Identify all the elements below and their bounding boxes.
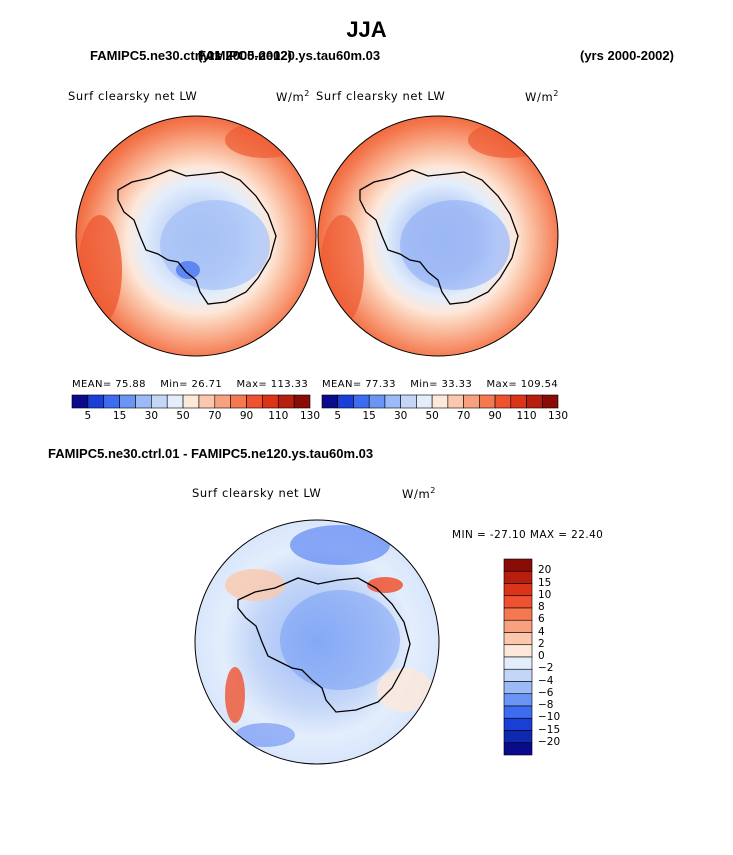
colorbar-tick-label: −6: [538, 686, 554, 699]
colorbar-swatch: [119, 394, 136, 409]
panel-1-stats: MEAN= 75.88 Min= 26.71 Max= 113.33: [72, 379, 309, 390]
diff-title: FAMIPC5.ne30.ctrl.01 - FAMIPC5.ne120.ys.…: [48, 446, 374, 461]
colorbar-swatch: [277, 394, 295, 409]
colorbar-swatch: [526, 394, 543, 409]
colorbar-tick-label: −15: [538, 723, 561, 736]
colorbar-tick-label: 70: [456, 410, 471, 422]
colorbar-swatch: [541, 394, 559, 409]
colorbar-swatch: [503, 656, 533, 670]
colorbar-swatch: [503, 668, 533, 682]
diff-map: [195, 520, 439, 764]
colorbar-tick-label: 4: [538, 625, 545, 638]
colorbar-tick-label: 90: [239, 410, 254, 422]
colorbar-tick-label: 50: [425, 410, 439, 422]
colorbar-swatch: [431, 394, 449, 409]
colorbar-tick-label: 5: [84, 410, 92, 422]
colorbar-swatch: [503, 632, 533, 646]
colorbar-swatch: [384, 394, 401, 409]
colorbar-swatch: [337, 394, 354, 409]
panel-2-years: (yrs 2000-2002): [580, 48, 674, 63]
colorbar-tick-label: 8: [538, 601, 545, 613]
panel-1-years: (yrs 2000-2002): [198, 48, 292, 63]
panel-2-case-title: FAMIPC5.ne120.ys.tau60m.03: [198, 48, 381, 63]
diff-variable: Surf clearsky net LW: [192, 486, 322, 500]
colorbar-swatch: [135, 394, 152, 409]
colorbar-tick-label: 6: [538, 613, 545, 626]
panel-2-colorbar: [321, 394, 559, 409]
diff-minmax: MIN = -27.10 MAX = 22.40: [452, 529, 604, 541]
panel-2-units: W/m2: [525, 89, 559, 104]
colorbar-swatch: [503, 644, 533, 658]
diff-units: W/m2: [402, 486, 436, 501]
colorbar-swatch: [262, 394, 279, 409]
colorbar-tick-label: 30: [393, 410, 408, 422]
colorbar-swatch: [246, 394, 263, 409]
colorbar-swatch: [321, 394, 339, 409]
colorbar-swatch: [503, 717, 533, 731]
panel-2-variable: Surf clearsky net LW: [316, 89, 446, 103]
colorbar-swatch: [503, 570, 533, 584]
colorbar-tick-label: 10: [538, 588, 552, 601]
colorbar-swatch: [368, 394, 386, 409]
colorbar-tick-label: −8: [538, 699, 554, 711]
colorbar-swatch: [214, 394, 231, 409]
colorbar-swatch: [87, 394, 105, 409]
colorbar-swatch: [416, 394, 433, 409]
colorbar-tick-label: −4: [538, 674, 554, 687]
colorbar-tick-label: 20: [538, 564, 552, 577]
colorbar-swatch: [182, 394, 200, 409]
colorbar-swatch: [293, 394, 311, 409]
colorbar-tick-label: 130: [547, 410, 569, 422]
colorbar-swatch: [400, 394, 417, 409]
panel-2-stats: MEAN= 77.33 Min= 33.33 Max= 109.54: [322, 379, 559, 390]
colorbar-tick-label: 70: [208, 410, 222, 422]
main-title: JJA: [346, 17, 387, 42]
colorbar-tick-label: 110: [516, 410, 537, 422]
colorbar-swatch: [503, 619, 533, 633]
colorbar-swatch: [103, 394, 120, 409]
colorbar-swatch: [510, 394, 527, 409]
panel-2-map: [318, 116, 558, 356]
panel-1-units: W/m2: [276, 89, 310, 104]
colorbar-swatch: [151, 394, 168, 409]
colorbar-tick-label: 110: [268, 410, 289, 422]
colorbar-tick-label: −2: [538, 662, 554, 675]
panel-1-variable: Surf clearsky net LW: [68, 89, 198, 103]
colorbar-tick-label: 90: [488, 410, 502, 422]
panel-1-case-title: FAMIPC5.ne30.ctrl.01: [90, 48, 222, 63]
colorbar-swatch: [198, 394, 216, 409]
colorbar-tick-label: 5: [334, 410, 342, 422]
colorbar-swatch: [447, 394, 464, 409]
colorbar-swatch: [166, 394, 184, 409]
colorbar-swatch: [503, 681, 533, 695]
colorbar-tick-label: −10: [538, 711, 561, 724]
panel-1-map: [76, 116, 316, 356]
colorbar-swatch: [503, 693, 533, 707]
colorbar-tick-label: 15: [112, 410, 127, 422]
colorbar-swatch: [230, 394, 247, 409]
diff-colorbar: [503, 558, 533, 756]
colorbar-swatch: [503, 607, 533, 621]
colorbar-tick-label: 0: [538, 650, 545, 662]
colorbar-swatch: [503, 583, 533, 597]
colorbar-tick-label: −20: [538, 735, 561, 748]
panel-1-colorbar: [71, 394, 311, 409]
colorbar-swatch: [353, 394, 370, 409]
colorbar-swatch: [479, 394, 496, 409]
colorbar-tick-label: 50: [176, 410, 190, 422]
colorbar-swatch: [503, 595, 533, 609]
colorbar-swatch: [494, 394, 512, 409]
colorbar-tick-label: 30: [144, 410, 159, 422]
colorbar-tick-label: 15: [362, 410, 376, 422]
colorbar-swatch: [503, 730, 533, 744]
colorbar-swatch: [463, 394, 480, 409]
colorbar-swatch: [71, 394, 89, 409]
colorbar-swatch: [503, 705, 533, 719]
colorbar-tick-label: 15: [538, 576, 552, 589]
colorbar-tick-label: 2: [538, 637, 545, 650]
colorbar-tick-label: 130: [299, 410, 321, 422]
colorbar-swatch: [503, 742, 533, 756]
colorbar-swatch: [503, 558, 533, 572]
